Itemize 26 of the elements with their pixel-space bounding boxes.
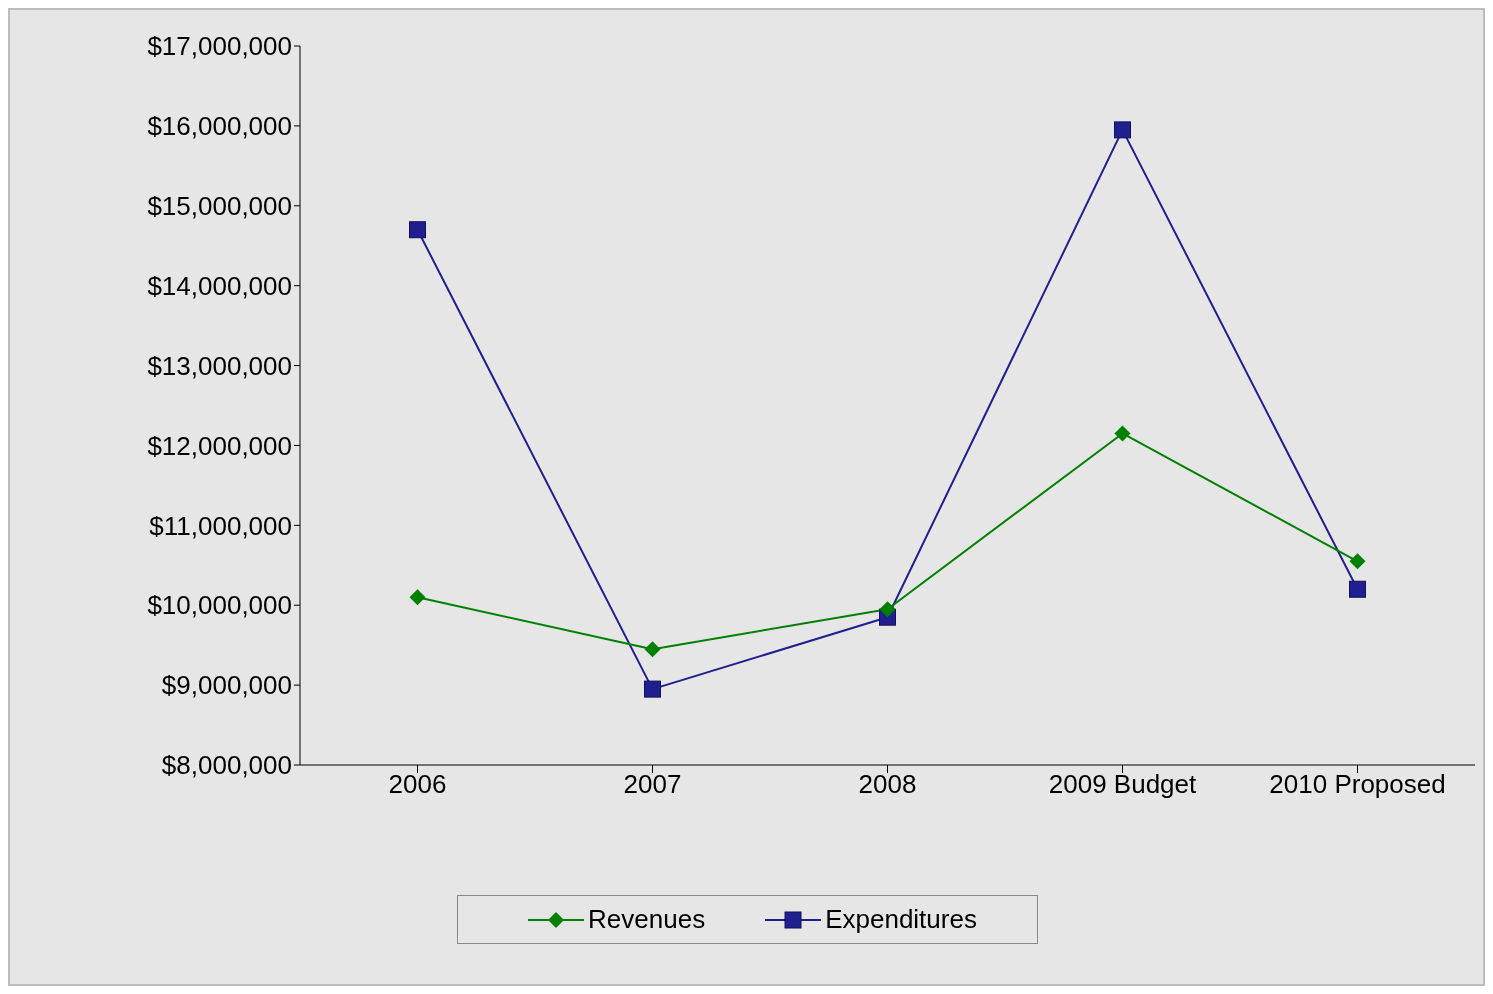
point xyxy=(409,589,426,606)
point xyxy=(879,601,896,618)
point xyxy=(409,221,426,239)
point xyxy=(1114,121,1131,139)
point xyxy=(644,680,661,698)
x-tick-label: 2007 xyxy=(623,769,682,800)
legend-label: Revenues xyxy=(588,904,706,935)
x-tick-label: 2009 Budget xyxy=(1048,769,1198,800)
y-tick-label: $13,000,000 xyxy=(147,350,292,381)
y-tick-label: $10,000,000 xyxy=(147,590,292,621)
point xyxy=(1349,553,1366,570)
x-tick-label: 2006 xyxy=(388,769,447,800)
point xyxy=(1349,580,1366,598)
point xyxy=(644,641,661,658)
y-tick-label: $12,000,000 xyxy=(147,430,292,461)
point xyxy=(1114,425,1131,442)
legend-label: Expenditures xyxy=(825,904,977,935)
x-tick-label: 2010 Proposed xyxy=(1269,769,1446,800)
y-tick-label: $16,000,000 xyxy=(147,111,292,142)
y-tick-label: $14,000,000 xyxy=(147,270,292,301)
y-tick-label: $11,000,000 xyxy=(149,510,292,541)
y-tick-label: $9,000,000 xyxy=(161,670,292,701)
y-tick-label: $8,000,000 xyxy=(161,750,292,781)
x-tick-label: 2008 xyxy=(858,769,917,800)
y-tick-label: $17,000,000 xyxy=(147,31,292,62)
y-tick-label: $15,000,000 xyxy=(147,191,292,222)
